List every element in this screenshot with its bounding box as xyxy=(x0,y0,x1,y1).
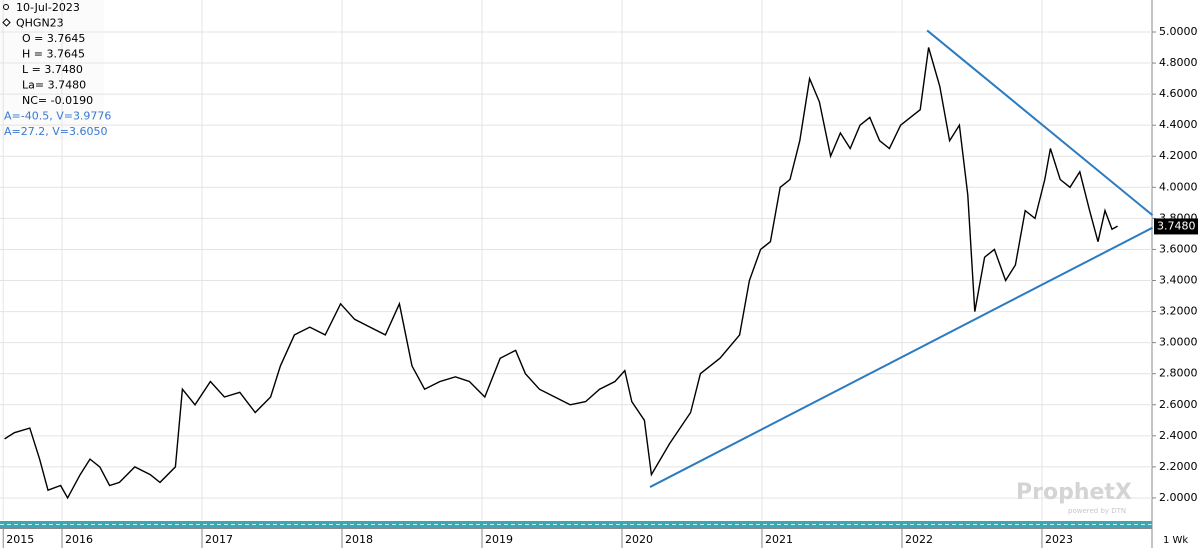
y-tick-label: 3.2000 xyxy=(1159,305,1198,318)
period-label: 1 Wk xyxy=(1163,535,1188,546)
info-line: NC= -0.0190 xyxy=(22,94,93,107)
symbol-icon xyxy=(2,18,11,27)
y-tick-label: 3.6000 xyxy=(1159,242,1198,255)
y-tick-label: 2.0000 xyxy=(1159,491,1198,504)
y-tick-label: 2.4000 xyxy=(1159,429,1198,442)
x-tick-label: 2016 xyxy=(65,533,93,546)
y-tick-label: 2.8000 xyxy=(1159,367,1198,380)
trend-line xyxy=(926,29,1154,217)
x-tick-label: 2018 xyxy=(345,533,373,546)
info-line: L = 3.7480 xyxy=(22,63,83,76)
x-tick-label: 2017 xyxy=(205,533,233,546)
info-line: QHGN23 xyxy=(16,17,64,30)
y-tick-label: 3.0000 xyxy=(1159,336,1198,349)
info-panel xyxy=(0,0,104,140)
info-line: La= 3.7480 xyxy=(22,79,86,92)
y-tick-label: 4.2000 xyxy=(1159,149,1198,162)
x-tick-label: 2022 xyxy=(905,533,933,546)
y-tick-label: 4.0000 xyxy=(1159,180,1198,193)
x-tick-label: 2023 xyxy=(1045,533,1073,546)
x-tick-label: 2019 xyxy=(485,533,513,546)
last-value-box xyxy=(1154,218,1198,235)
y-tick-label: 5.0000 xyxy=(1159,25,1198,38)
info-line: A=27.2, V=3.6050 xyxy=(4,125,107,138)
grid xyxy=(0,0,1152,520)
y-tick-label: 4.8000 xyxy=(1159,56,1198,69)
info-line: H = 3.7645 xyxy=(22,48,85,61)
x-tick-label: 2021 xyxy=(765,533,793,546)
date-icon xyxy=(3,4,9,10)
x-tick-label: 2015 xyxy=(6,533,34,546)
y-tick-label: 4.6000 xyxy=(1159,87,1198,100)
info-line: A=-40.5, V=3.9776 xyxy=(4,110,111,123)
x-tick-label: 2020 xyxy=(625,533,653,546)
y-tick-label: 3.4000 xyxy=(1159,274,1198,287)
last-value-label: 3.7480 xyxy=(1157,219,1196,232)
info-line: O = 3.7645 xyxy=(22,32,85,45)
trend-line xyxy=(649,226,1154,488)
watermark: ProphetX xyxy=(1016,480,1132,505)
y-tick-label: 4.4000 xyxy=(1159,118,1198,131)
y-tick-label: 2.6000 xyxy=(1159,398,1198,411)
info-line: 10-Jul-2023 xyxy=(16,1,80,14)
watermark-sub: powered by DTN xyxy=(1068,507,1126,515)
price-line xyxy=(4,47,1118,500)
y-tick-label: 2.2000 xyxy=(1159,460,1198,473)
